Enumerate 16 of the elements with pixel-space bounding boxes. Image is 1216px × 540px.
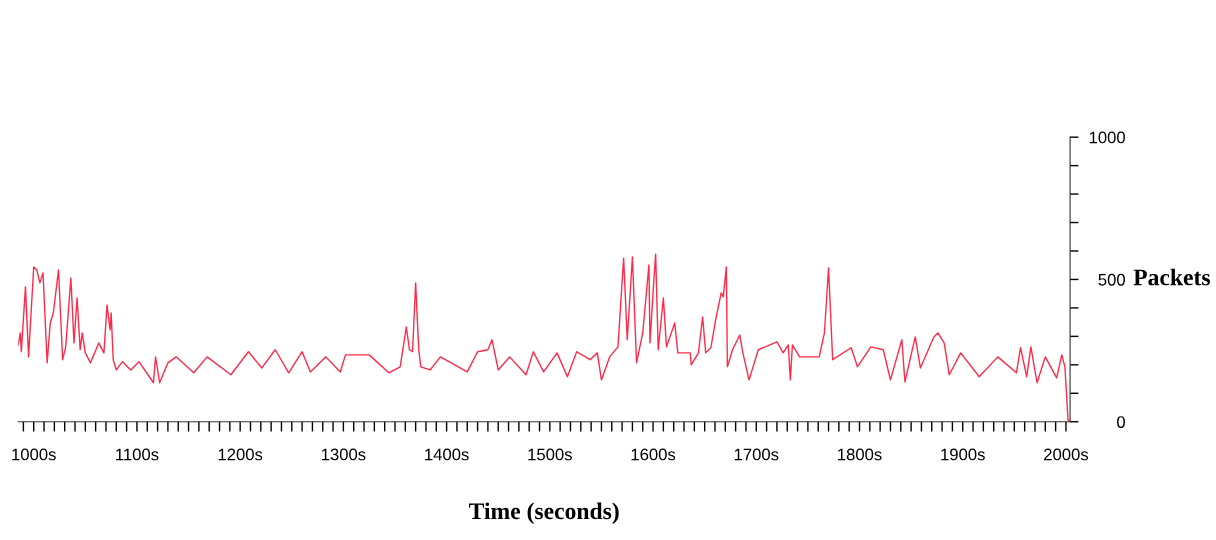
x-tick-label: 1300s — [321, 448, 366, 461]
x-tick-label: 1200s — [218, 448, 263, 461]
y-tick-label: 500 — [1098, 273, 1125, 286]
x-tick-label: 1900s — [941, 448, 985, 461]
x-tick-label: 1100s — [116, 448, 159, 461]
x-tick-label: 1800s — [838, 448, 882, 461]
x-tick-label: 1000s — [12, 448, 56, 461]
x-tick-label: 1500s — [528, 448, 572, 461]
x-tick-label: 1700s — [734, 448, 779, 461]
x-tick-label: 1600s — [631, 448, 676, 461]
y-tick-label: 1000 — [1089, 131, 1125, 144]
x-axis-title: Time (seconds) — [468, 502, 619, 524]
x-tick-label: 2000s — [1044, 448, 1089, 461]
x-tick-label: 1400s — [425, 448, 469, 461]
y-axis-title: Packets — [1133, 268, 1210, 286]
y-tick-label: 0 — [1117, 416, 1125, 428]
